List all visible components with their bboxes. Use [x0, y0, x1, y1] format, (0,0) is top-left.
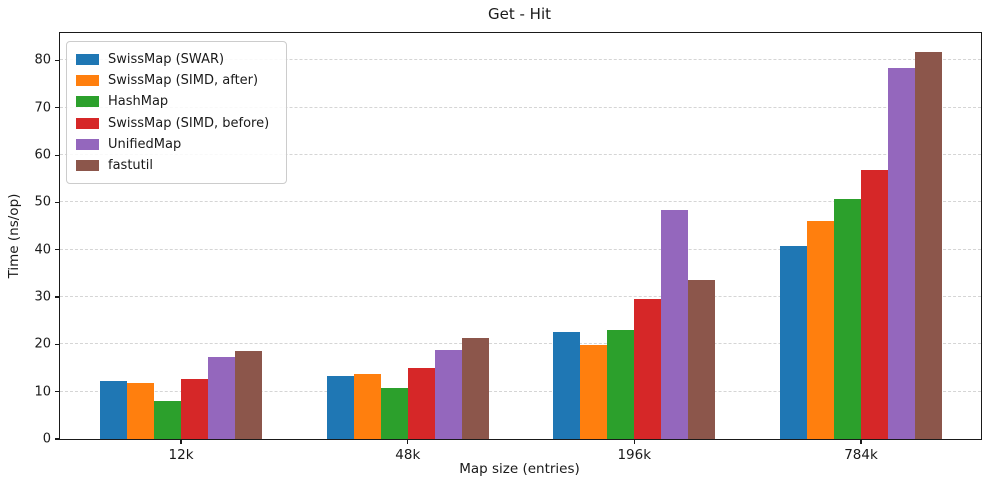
- gridline-y60: [60, 154, 981, 156]
- x-tick-mark: [633, 439, 635, 444]
- x-tick-mark: [860, 439, 862, 444]
- bar-48k-s3: [407, 368, 435, 439]
- x-tick-mark: [180, 439, 182, 444]
- bar-196k-s0: [553, 332, 581, 439]
- y-tick-mark: [55, 343, 60, 345]
- bar-12k-s5: [235, 351, 263, 439]
- gridline-y30: [60, 296, 981, 298]
- legend-item: fastutil: [76, 155, 276, 176]
- legend-label: UnifiedMap: [108, 136, 182, 152]
- y-tick-label: 20: [34, 336, 51, 352]
- bar-784k-s3: [860, 169, 888, 439]
- bar-196k-s5: [688, 280, 716, 439]
- gridline-y80: [60, 59, 981, 61]
- y-tick-label: 80: [34, 52, 51, 68]
- x-tick-label: 48k: [395, 447, 421, 463]
- gridline-y10: [60, 390, 981, 392]
- chart-title: Get - Hit: [487, 5, 551, 23]
- y-tick-label: 60: [34, 147, 51, 163]
- bar-196k-s2: [607, 330, 635, 439]
- y-tick-label: 0: [42, 431, 51, 447]
- legend-item: UnifiedMap: [76, 134, 276, 155]
- legend-swatch-icon: [76, 96, 99, 108]
- x-tick-mark: [407, 439, 409, 444]
- y-tick-label: 40: [34, 242, 51, 258]
- y-tick-mark: [55, 59, 60, 62]
- bar-12k-s2: [154, 400, 182, 439]
- legend-item: SwissMap (SIMD, before): [76, 113, 276, 134]
- bar-784k-s4: [887, 68, 915, 439]
- legend: SwissMap (SWAR) SwissMap (SIMD, after) Has…: [66, 41, 287, 185]
- x-tick-label: 784k: [844, 447, 878, 463]
- gridline-y20: [60, 343, 981, 345]
- legend-label: HashMap: [108, 94, 169, 110]
- legend-item: SwissMap (SIMD, after): [76, 70, 276, 91]
- plot-area: SwissMap (SWAR) SwissMap (SIMD, after) Has…: [34, 32, 982, 463]
- bar-784k-s2: [833, 198, 861, 439]
- bar-196k-s4: [661, 209, 689, 439]
- y-tick-mark: [55, 391, 60, 393]
- bar-12k-s3: [181, 379, 209, 439]
- bar-784k-s0: [779, 246, 807, 439]
- legend-swatch-icon: [76, 75, 99, 87]
- gridline-y40: [60, 248, 981, 250]
- bar-48k-s2: [380, 388, 408, 439]
- y-tick-mark: [55, 296, 60, 298]
- y-tick-mark: [55, 201, 60, 204]
- legend-swatch-icon: [76, 54, 99, 66]
- y-tick-label: 30: [34, 289, 51, 305]
- bar-12k-s1: [127, 382, 155, 439]
- bar-12k-s4: [208, 357, 236, 439]
- y-axis-label: Time (ns/op): [6, 193, 22, 279]
- bar-196k-s3: [634, 298, 662, 439]
- legend-swatch-icon: [76, 117, 99, 129]
- y-tick-label: 70: [34, 100, 51, 116]
- bar-48k-s5: [461, 338, 489, 439]
- y-tick-mark: [55, 154, 60, 156]
- y-tick-mark: [55, 107, 60, 109]
- y-tick-label: 10: [34, 384, 51, 400]
- y-tick-label: 50: [34, 194, 51, 210]
- x-tick-label: 196k: [617, 447, 652, 463]
- legend-label: fastutil: [108, 158, 153, 174]
- bar-12k-s0: [100, 380, 128, 439]
- legend-label: SwissMap (SIMD, after): [108, 73, 259, 89]
- gridline-y50: [60, 201, 981, 203]
- bar-196k-s1: [580, 344, 608, 439]
- x-tick-label: 12k: [168, 447, 194, 463]
- y-tick-mark: [55, 249, 60, 251]
- bar-48k-s1: [353, 374, 381, 439]
- legend-label: SwissMap (SIMD, before): [108, 115, 270, 131]
- gridline-y70: [60, 106, 981, 108]
- legend-label: SwissMap (SWAR): [108, 52, 225, 68]
- legend-swatch-icon: [76, 138, 99, 150]
- bar-48k-s0: [326, 376, 354, 439]
- legend-item: SwissMap (SWAR): [76, 49, 276, 70]
- y-tick-mark: [55, 438, 60, 440]
- bar-784k-s1: [806, 220, 834, 439]
- x-axis-label: Map size (entries): [459, 461, 580, 477]
- bar-784k-s5: [914, 52, 942, 439]
- legend-swatch-icon: [76, 160, 99, 172]
- legend-item: HashMap: [76, 91, 276, 112]
- bar-48k-s4: [434, 350, 462, 439]
